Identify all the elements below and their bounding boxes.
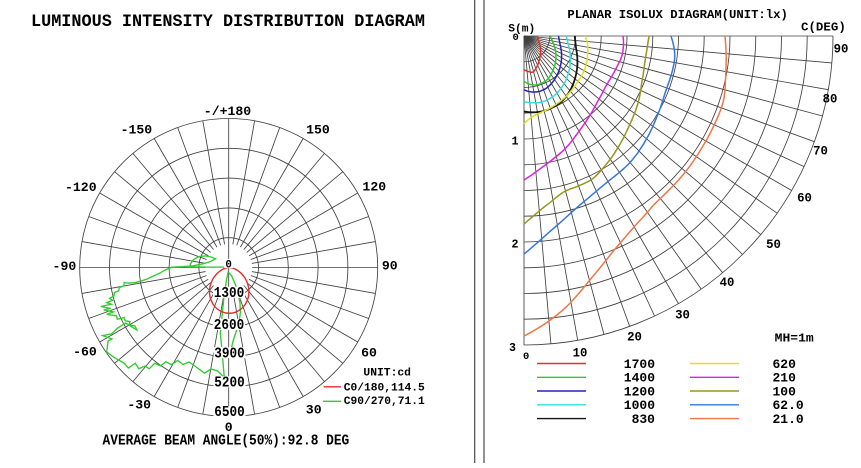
svg-text:LUMINOUS INTENSITY DISTRIBUTIO: LUMINOUS INTENSITY DISTRIBUTION DIAGRAM bbox=[31, 12, 425, 32]
svg-text:0: 0 bbox=[523, 351, 529, 363]
svg-text:MH=1m: MH=1m bbox=[775, 332, 814, 346]
svg-text:620: 620 bbox=[773, 358, 796, 372]
svg-text:70: 70 bbox=[813, 144, 828, 158]
svg-text:-120: -120 bbox=[65, 180, 97, 195]
svg-text:0: 0 bbox=[225, 420, 233, 435]
svg-text:C90/270,71.1: C90/270,71.1 bbox=[344, 396, 425, 408]
svg-text:UNIT:cd: UNIT:cd bbox=[363, 367, 411, 379]
svg-text:0: 0 bbox=[513, 32, 519, 44]
svg-text:2600: 2600 bbox=[214, 318, 244, 334]
svg-text:1400: 1400 bbox=[624, 372, 655, 386]
svg-text:1300: 1300 bbox=[214, 286, 244, 302]
svg-text:C(DEG): C(DEG) bbox=[801, 21, 846, 35]
svg-text:PLANAR ISOLUX DIAGRAM(UNIT:lx): PLANAR ISOLUX DIAGRAM(UNIT:lx) bbox=[567, 8, 788, 22]
svg-text:60: 60 bbox=[361, 345, 377, 360]
svg-text:90: 90 bbox=[382, 258, 398, 273]
svg-text:50: 50 bbox=[766, 238, 781, 252]
svg-text:AVERAGE BEAM ANGLE(50%):92.8 D: AVERAGE BEAM ANGLE(50%):92.8 DEG bbox=[103, 434, 350, 450]
svg-text:210: 210 bbox=[773, 372, 796, 386]
svg-text:0: 0 bbox=[225, 259, 232, 271]
svg-text:21.0: 21.0 bbox=[773, 413, 804, 427]
svg-text:C0/180,114.5: C0/180,114.5 bbox=[344, 382, 425, 394]
svg-text:1000: 1000 bbox=[624, 399, 655, 413]
svg-text:40: 40 bbox=[720, 276, 735, 290]
svg-text:2: 2 bbox=[512, 238, 519, 252]
svg-text:62.0: 62.0 bbox=[773, 399, 804, 413]
svg-text:6500: 6500 bbox=[214, 405, 244, 421]
svg-text:-60: -60 bbox=[73, 345, 97, 360]
svg-text:150: 150 bbox=[306, 123, 330, 138]
svg-text:3: 3 bbox=[509, 341, 516, 355]
svg-text:100: 100 bbox=[773, 385, 796, 399]
svg-text:30: 30 bbox=[675, 308, 690, 322]
svg-text:120: 120 bbox=[362, 180, 386, 195]
svg-text:60: 60 bbox=[797, 191, 812, 205]
svg-text:-/+180: -/+180 bbox=[204, 104, 251, 119]
svg-text:1200: 1200 bbox=[624, 385, 655, 399]
svg-text:3900: 3900 bbox=[214, 346, 244, 362]
svg-text:20: 20 bbox=[627, 330, 642, 344]
svg-text:1: 1 bbox=[512, 135, 519, 149]
svg-text:1700: 1700 bbox=[624, 358, 655, 372]
svg-text:-150: -150 bbox=[121, 123, 153, 138]
svg-text:30: 30 bbox=[306, 402, 322, 417]
svg-text:80: 80 bbox=[823, 92, 838, 106]
svg-text:5200: 5200 bbox=[214, 375, 244, 391]
svg-text:10: 10 bbox=[573, 346, 588, 360]
svg-text:-30: -30 bbox=[127, 398, 151, 413]
svg-text:S(m): S(m) bbox=[508, 23, 535, 35]
svg-text:90: 90 bbox=[834, 42, 849, 56]
svg-text:-90: -90 bbox=[53, 259, 77, 274]
svg-text:830: 830 bbox=[632, 413, 655, 427]
